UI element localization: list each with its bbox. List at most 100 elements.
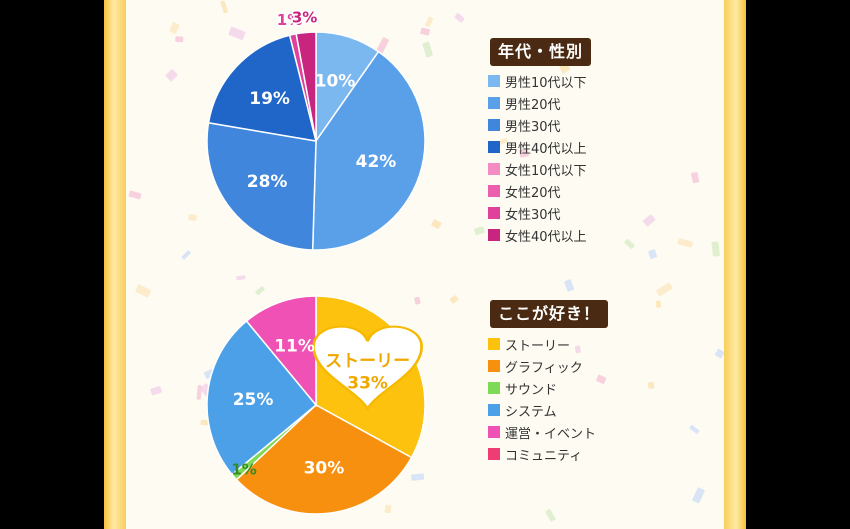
pie1-slice-label-6: 1% xyxy=(277,11,302,29)
pie2-slice-1 xyxy=(235,404,413,515)
legend-swatch xyxy=(488,207,500,219)
legend-label: グラフィック xyxy=(505,360,583,376)
confetti-piece xyxy=(411,473,425,481)
confetti-piece xyxy=(648,249,658,259)
frame-left-border xyxy=(104,0,126,529)
legend-label: 男性40代以上 xyxy=(505,141,587,157)
pie1-slice-1 xyxy=(311,50,426,251)
pie2-slice-label-3: 25% xyxy=(233,390,274,410)
pie2-legend-item: ストーリー xyxy=(488,333,596,355)
confetti-piece xyxy=(169,22,180,34)
confetti-piece xyxy=(656,282,673,297)
pie1-legend-title: 年代・性別 xyxy=(490,38,592,66)
legend-swatch xyxy=(488,426,500,438)
confetti-piece xyxy=(624,238,635,249)
legend-swatch xyxy=(488,382,500,394)
legend-label: 運営・イベント xyxy=(505,426,597,442)
confetti-piece xyxy=(564,279,575,292)
pie2-slice-label-4: 11% xyxy=(274,337,315,357)
confetti-piece xyxy=(181,250,191,260)
legend-label: システム xyxy=(505,404,557,420)
confetti-piece xyxy=(414,296,421,305)
legend-swatch xyxy=(488,119,500,131)
pie2-legend-title: ここが好き！ xyxy=(490,300,609,328)
confetti-piece xyxy=(135,284,152,298)
pie2-legend: ストーリーグラフィック サウンドシステム運営・イベント コミュニティ xyxy=(488,333,596,465)
legend-label: サウンド xyxy=(505,382,558,398)
legend-label: 女性40代以上 xyxy=(505,229,587,245)
pie2-legend-item: グラフィック xyxy=(488,355,596,377)
legend-label: 女性30代 xyxy=(505,207,561,223)
pie1-slice-2 xyxy=(206,121,317,251)
legend-label: ストーリー xyxy=(505,338,571,354)
pie2-slice-name-label: ストーリー xyxy=(325,351,410,371)
confetti-piece xyxy=(647,381,655,389)
pie1-legend: 男性10代以下 男性20代男性30代男性40代以上 女性10代以下 女性20代女性30… xyxy=(488,70,587,246)
legend-swatch xyxy=(488,141,500,153)
legend-swatch xyxy=(488,360,500,372)
pie1-slice-label-1: 42% xyxy=(356,152,397,172)
confetti-piece xyxy=(376,37,389,54)
pie1-legend-item: 女性30代 xyxy=(488,202,587,224)
pie2-legend-item: コミュニティ xyxy=(488,443,596,465)
pie1-slice-label-3: 19% xyxy=(249,89,290,109)
frame-right-border xyxy=(724,0,746,529)
legend-swatch xyxy=(488,404,500,416)
confetti-piece xyxy=(596,374,607,384)
confetti-piece xyxy=(574,345,581,354)
legend-swatch xyxy=(488,97,500,109)
legend-swatch xyxy=(488,448,500,460)
confetti-piece xyxy=(220,0,228,14)
pie1-slice-7 xyxy=(295,31,317,142)
confetti-piece xyxy=(150,386,162,396)
confetti-piece xyxy=(128,190,142,200)
legend-label: コミュニティ xyxy=(505,448,583,464)
confetti-piece xyxy=(692,487,705,504)
pie2-slice-3 xyxy=(206,319,318,476)
legend-label: 男性20代 xyxy=(505,97,561,113)
survey-panel: 10% 42% 28% 19% 1% 3% ストーリー 33% 30% 1% 25% 11% 年代・性… xyxy=(126,0,724,529)
pie1-slice-label-2: 28% xyxy=(247,172,288,192)
confetti-piece xyxy=(384,504,392,514)
confetti-piece xyxy=(175,36,184,43)
legend-swatch xyxy=(488,338,500,350)
pie2-slice-label-0: 33% xyxy=(347,373,388,393)
pie1-slice-label-7: 3% xyxy=(292,9,317,27)
legend-label: 男性30代 xyxy=(505,119,561,135)
confetti-piece xyxy=(691,172,700,184)
confetti-piece xyxy=(425,16,434,27)
pie2-legend-item: サウンド xyxy=(488,377,596,399)
pie1-legend-item: 女性10代以下 xyxy=(488,158,587,180)
confetti-piece xyxy=(228,26,246,40)
legend-label: 女性20代 xyxy=(505,185,561,201)
legend-swatch xyxy=(488,163,500,175)
confetti-piece xyxy=(454,13,465,23)
pie2-legend-item: システム xyxy=(488,399,596,421)
pie1-legend-item: 女性40代以上 xyxy=(488,224,587,246)
pie1-legend-item: 男性30代 xyxy=(488,114,587,136)
pie1-slice-3 xyxy=(207,34,318,142)
pie1-legend-item: 男性40代以上 xyxy=(488,136,587,158)
confetti-piece xyxy=(473,226,485,236)
pie1-slice-label-0: 10% xyxy=(315,72,356,92)
confetti-piece xyxy=(655,300,662,308)
confetti-piece xyxy=(545,509,556,522)
confetti-piece xyxy=(236,275,246,281)
legend-swatch xyxy=(488,185,500,197)
pie2-slice-4 xyxy=(245,295,317,408)
legend-swatch xyxy=(488,229,500,241)
confetti-piece xyxy=(689,424,700,434)
confetti-piece xyxy=(642,214,656,227)
heart-icon xyxy=(312,325,423,412)
pie2-slice-label-1: 30% xyxy=(304,459,345,479)
pie1-legend-item: 男性20代 xyxy=(488,92,587,114)
pie2-legend-item: 運営・イベント xyxy=(488,421,596,443)
legend-swatch xyxy=(488,75,500,87)
confetti-piece xyxy=(714,348,724,359)
confetti-piece xyxy=(431,219,442,229)
legend-label: 男性10代以下 xyxy=(505,75,587,91)
confetti-piece xyxy=(677,238,693,248)
pie1-legend-item: 女性20代 xyxy=(488,180,587,202)
legend-label: 女性10代以下 xyxy=(505,163,587,179)
